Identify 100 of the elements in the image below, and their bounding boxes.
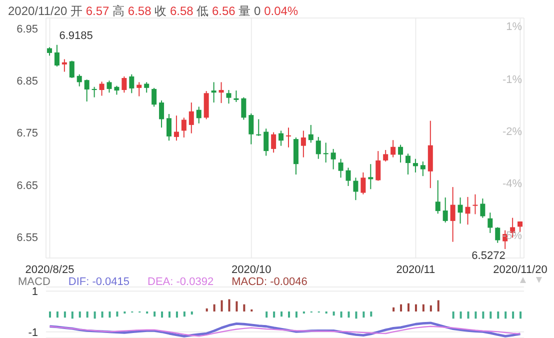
bar (288, 311, 290, 318)
candlestick (383, 150, 388, 162)
bar (213, 304, 216, 312)
bar (49, 311, 51, 318)
chart-title: MACD (18, 276, 50, 288)
bar (266, 311, 268, 318)
candlestick (420, 160, 426, 177)
bar (400, 304, 402, 312)
annotation: -4% (502, 178, 522, 190)
candlestick (69, 60, 74, 78)
candlestick (465, 196, 470, 226)
bar (220, 300, 223, 312)
bar (108, 311, 111, 318)
candlestick (54, 44, 60, 68)
candlestick (241, 96, 246, 120)
candlestick (412, 158, 418, 173)
candlestick (62, 58, 67, 72)
candlestick (84, 79, 90, 102)
bar (101, 311, 104, 318)
candlestick (234, 90, 239, 102)
candlestick (181, 117, 186, 138)
bar (504, 311, 507, 319)
annotation: 6.9185 (59, 30, 93, 42)
bar (302, 311, 305, 314)
candlestick (76, 74, 82, 87)
bar (414, 304, 417, 312)
candlestick (450, 186, 456, 242)
y-tick-label: 6.55 (16, 232, 38, 244)
bar (512, 311, 514, 319)
candlestick (300, 130, 306, 158)
x-tick-label: 2020/8/25 (25, 264, 74, 276)
candlestick (390, 140, 396, 158)
bar (474, 311, 477, 319)
text: DEA: -0.0392 (148, 276, 214, 288)
candlestick (316, 136, 321, 160)
candlestick (458, 196, 463, 224)
bar (452, 311, 454, 319)
candlestick (174, 115, 179, 142)
bar (146, 311, 148, 314)
bar (116, 311, 118, 317)
bar (460, 311, 462, 319)
bar (280, 311, 283, 317)
bar (355, 311, 358, 319)
candlestick (353, 177, 358, 201)
bar (56, 311, 58, 318)
candlestick (338, 158, 344, 178)
candlestick (144, 82, 150, 94)
x-tick-label: 2020/11/20 (493, 264, 548, 276)
bar (176, 311, 178, 318)
x-tick-label: 2020/10 (232, 264, 272, 276)
candlestick (368, 164, 374, 190)
text: DIF: -0.0415 (68, 276, 130, 288)
bar (183, 311, 186, 317)
bar (94, 311, 96, 319)
bar (325, 311, 328, 314)
bar (482, 311, 484, 319)
bar (467, 311, 470, 319)
bar (236, 301, 238, 312)
bar (86, 311, 88, 318)
y-tick-label: 6.65 (16, 180, 38, 192)
candlestick (122, 76, 127, 94)
candlestick (286, 127, 291, 148)
candlestick (360, 172, 366, 195)
candlestick (480, 198, 486, 218)
bar (71, 311, 74, 319)
y-tick-label: 6.85 (16, 76, 38, 88)
candlestick (398, 144, 404, 164)
candlestick (106, 80, 112, 94)
candlestick (435, 180, 440, 214)
candlestick (323, 142, 328, 164)
candlestick (136, 82, 142, 97)
bar (295, 311, 298, 318)
candlestick (488, 212, 493, 234)
candlestick (271, 132, 276, 154)
candlestick (376, 150, 381, 182)
candlestick (152, 87, 157, 108)
candlestick (159, 100, 164, 128)
y-tick-label: -1 (28, 326, 38, 338)
bar (348, 311, 350, 318)
candlestick (406, 153, 410, 176)
chart-title: 2020/11/20 开 6.57 高 6.58 收 6.58 低 6.56 量 0 0.04% (8, 4, 298, 18)
bar (520, 311, 522, 319)
bar (332, 311, 335, 316)
candlestick (278, 130, 284, 146)
bar (64, 311, 66, 318)
candlestick (218, 82, 224, 104)
annotation: 6.5272 (472, 250, 506, 262)
bar (168, 311, 170, 318)
candlestick (472, 194, 478, 215)
candlestick (99, 81, 104, 96)
candlestick (346, 167, 351, 186)
bar (362, 311, 365, 318)
bar (161, 311, 164, 318)
bar (437, 300, 440, 312)
bar (370, 311, 372, 317)
bar (430, 305, 432, 312)
bar (124, 311, 126, 314)
candlestick (256, 118, 262, 136)
bar (206, 308, 208, 312)
annotation: 1% (506, 21, 522, 34)
